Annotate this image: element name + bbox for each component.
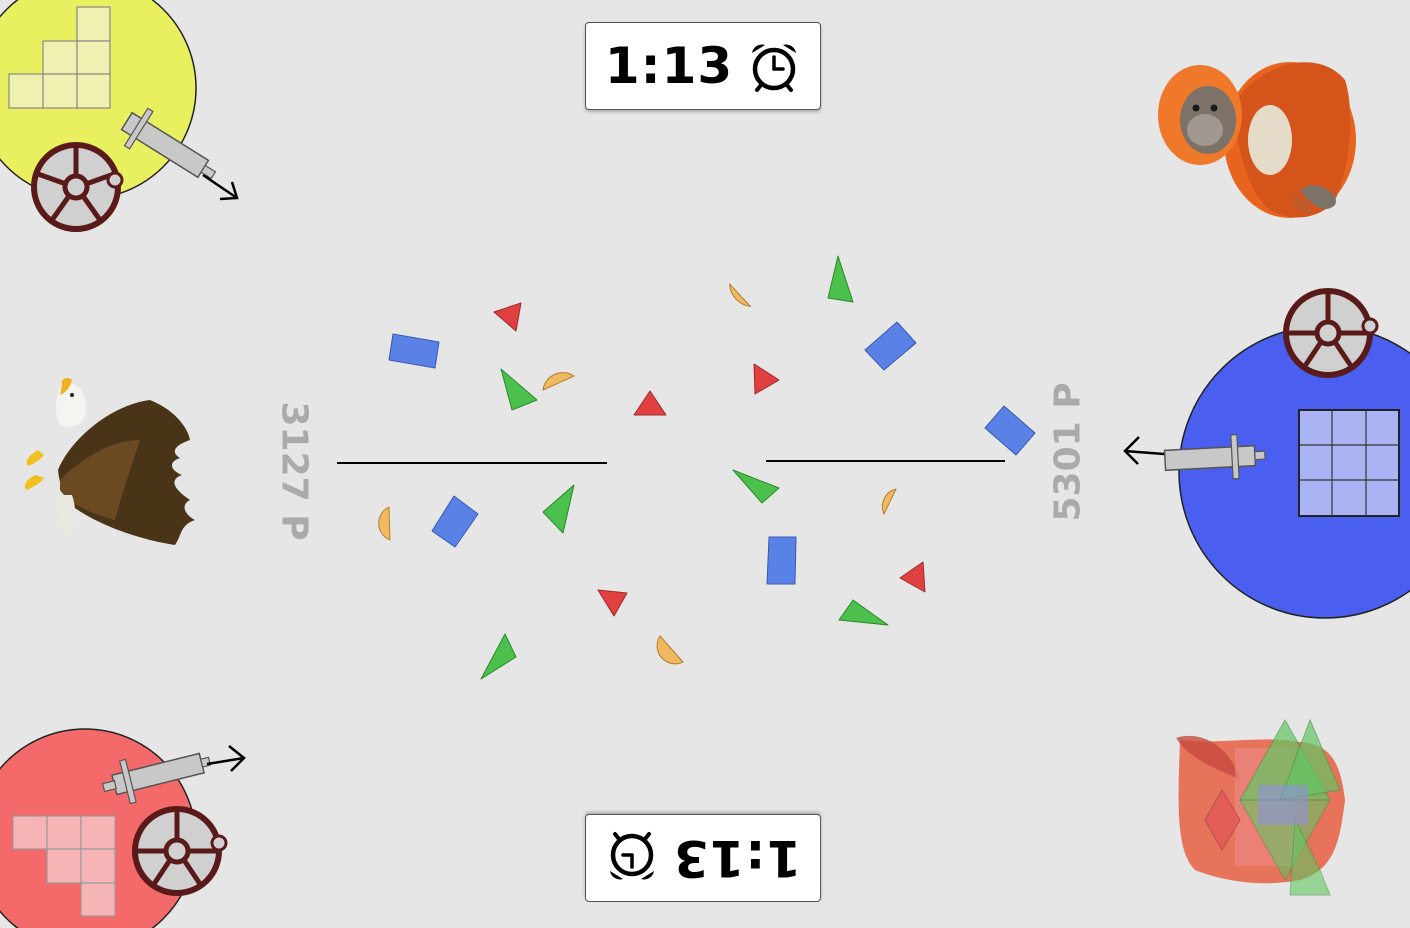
player-yellow: [0, 0, 237, 229]
eagle-icon: [25, 378, 195, 545]
green-triangle: [501, 369, 537, 410]
red-triangle: [634, 391, 666, 415]
red-triangle: [754, 364, 779, 394]
score-right: 5301 P: [1048, 402, 1089, 522]
orange-half-circle: [727, 281, 750, 312]
wheel-icon: [135, 809, 226, 893]
blue-rectangle: [865, 322, 916, 370]
shapes-field: [379, 256, 1035, 679]
timer-value: 1:13: [673, 829, 801, 887]
orange-half-circle: [379, 507, 390, 540]
timer-bottom: 1:13: [585, 814, 821, 902]
red-triangle: [900, 562, 925, 592]
player-blue: [1125, 291, 1410, 618]
aim-arrow-icon: [203, 175, 237, 199]
timer-value: 1:13: [605, 37, 733, 95]
alarm-clock-icon: [747, 39, 801, 93]
aim-arrow-icon: [207, 746, 244, 771]
player-red: [0, 729, 244, 928]
orange-half-circle: [657, 636, 683, 664]
wheel-icon: [34, 145, 122, 229]
green-triangle: [839, 600, 888, 625]
green-triangle: [481, 634, 516, 679]
green-triangle: [733, 470, 779, 503]
green-triangle: [828, 256, 853, 302]
red-triangle: [494, 303, 521, 331]
red-triangle: [598, 590, 627, 616]
blue-rectangle: [389, 334, 439, 368]
orange-half-circle: [543, 373, 574, 390]
alarm-clock-icon: [605, 831, 659, 885]
orangutan-icon: [1158, 62, 1356, 218]
green-triangle: [543, 485, 574, 533]
aim-arrow-icon: [1125, 437, 1164, 464]
orange-half-circle: [882, 489, 896, 514]
grid-blocks-icon: [1299, 410, 1399, 516]
blue-rectangle: [432, 496, 478, 547]
fox-shapes-icon: [1176, 720, 1345, 895]
blue-rectangle: [767, 537, 796, 584]
blue-rectangle: [985, 406, 1035, 455]
score-left: 3127 P: [274, 402, 315, 522]
timer-top: 1:13: [585, 22, 821, 110]
